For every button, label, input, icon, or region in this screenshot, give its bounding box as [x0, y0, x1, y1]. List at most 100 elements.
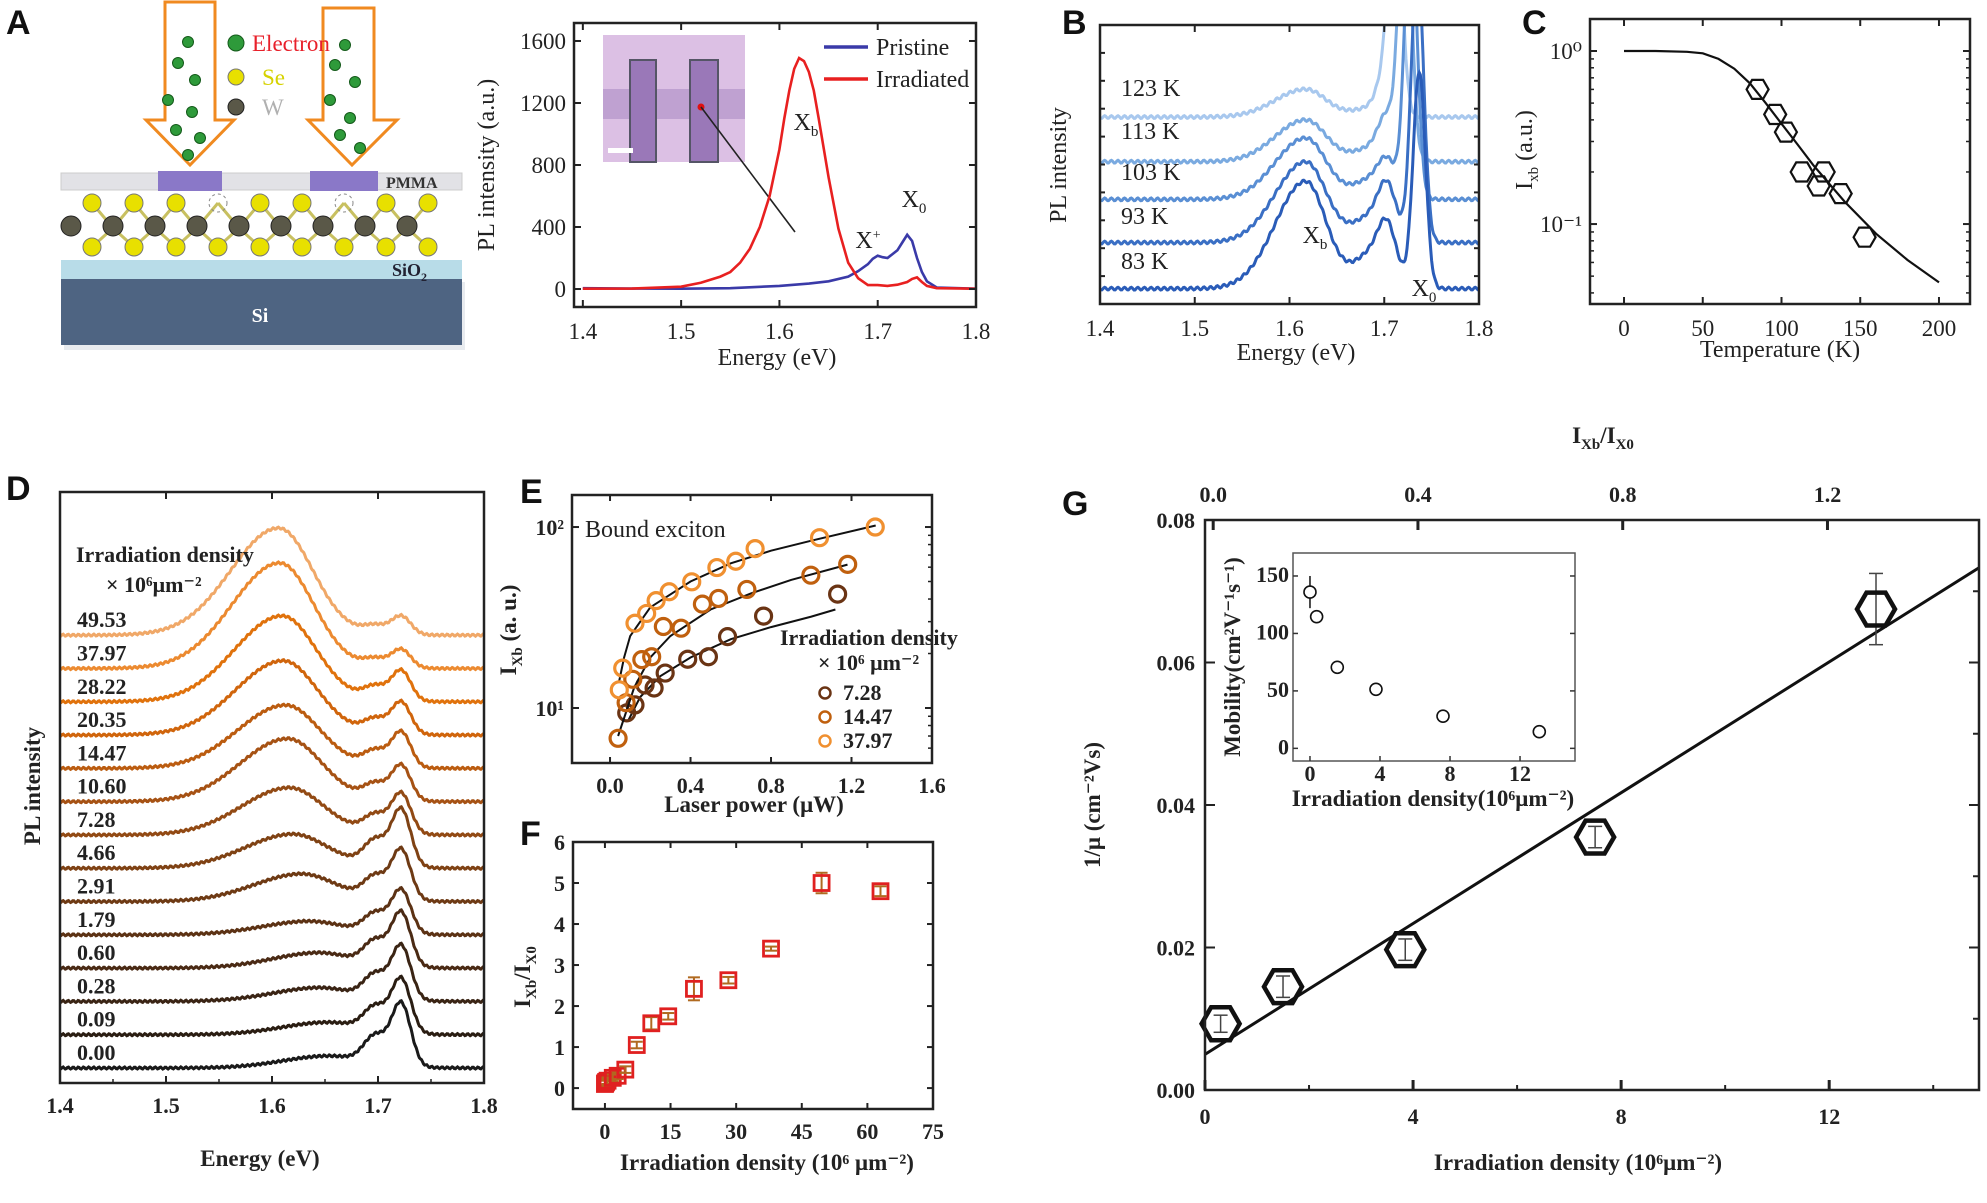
series-line [60, 560, 484, 672]
se-atom [292, 237, 312, 257]
y-tick-label: 6 [554, 830, 565, 855]
label-part: PL intensity (a.u.) [474, 79, 500, 251]
label-part: (a.u.) [1512, 110, 1538, 167]
y-tick-label: 0.02 [1157, 936, 1196, 961]
x-tick-label: 1.4 [568, 319, 597, 344]
x-axis-title: Energy (eV) [718, 345, 837, 371]
plot-frame [570, 493, 934, 765]
electron [334, 129, 346, 141]
legend-se: Se [262, 65, 285, 90]
fit-line [1204, 566, 1980, 1056]
w-atom [186, 215, 208, 237]
data-point [1852, 226, 1877, 248]
x-tick-label: 200 [1922, 316, 1957, 341]
peak-label-xb: Xb [794, 110, 819, 140]
series-label: 28.22 [77, 674, 127, 699]
w-ball-icon [227, 98, 245, 116]
data-point [698, 647, 719, 667]
y-tick-label: 1 [554, 1035, 565, 1060]
exposed-window-right [310, 171, 378, 191]
label-part: PL intensity [20, 726, 45, 845]
series-label: 14.47 [77, 740, 127, 765]
x-tick-label: 1.8 [470, 1093, 498, 1118]
series-label: 0.60 [77, 940, 116, 965]
x-tick-label: 75 [922, 1119, 944, 1144]
x-tick-label: 150 [1843, 316, 1878, 341]
electrode-left [629, 59, 657, 163]
se-atom [418, 193, 438, 213]
se-atom [376, 237, 396, 257]
pointer-arrow [700, 106, 796, 233]
data-point [625, 695, 645, 715]
label-part: Irradiation density(10⁶μm⁻²) [1292, 786, 1574, 811]
y-tick-label: 0.06 [1157, 651, 1196, 676]
data-point [1383, 930, 1427, 969]
data-point [644, 678, 664, 698]
inset-x-tick-label: 0 [1304, 761, 1315, 786]
x-tick-label: 8 [1616, 1104, 1627, 1129]
series-line [60, 736, 484, 805]
peak-label-x0: X0 [1412, 276, 1437, 306]
se-atom [208, 237, 228, 257]
data-point [1828, 183, 1853, 205]
se-vacancy [208, 193, 228, 213]
label-part: (a. u.) [496, 585, 521, 648]
x-tick-label: 100 [1764, 316, 1799, 341]
inset-data-point [1532, 724, 1547, 739]
electron [170, 124, 182, 136]
series-line [60, 999, 484, 1071]
se-atom [166, 193, 186, 213]
y-tick-label: 800 [532, 153, 567, 178]
data-point [659, 582, 679, 602]
x-tick-label: 1.7 [364, 1093, 392, 1118]
y-tick-label: 10² [535, 515, 564, 540]
data-point [1789, 161, 1814, 183]
label-part: Mobility(cm²V⁻¹s⁻¹) [1220, 557, 1245, 757]
electron [354, 142, 366, 154]
data-point [692, 594, 712, 614]
x-axis-title: Irradiation density (10⁶ μm⁻²) [620, 1150, 914, 1175]
data-point [642, 647, 662, 667]
exposed-window-left [158, 171, 222, 191]
label-part: I [496, 666, 521, 675]
top-x-tick-label: 0.0 [1199, 482, 1227, 507]
x-tick-label: 0.0 [596, 773, 624, 798]
series-line [60, 974, 484, 1038]
series-line [1100, 25, 1479, 203]
legend-label: 7.28 [843, 680, 882, 705]
panel-letter-g: G [1062, 485, 1088, 523]
electron [344, 112, 356, 124]
inset-data-point [1309, 609, 1324, 624]
x-tick-label: 1.6 [765, 319, 794, 344]
inset-data-point [1303, 585, 1317, 599]
data-point [1854, 590, 1898, 628]
legend-title: Irradiation density [780, 625, 958, 650]
electron [189, 74, 201, 86]
y-axis-title: 1/μ (cm⁻²Vs) [1080, 742, 1105, 868]
y-tick-label: 1600 [520, 29, 566, 54]
series-label: 123 K [1121, 76, 1181, 102]
series-line-irradiated [582, 56, 976, 290]
y-tick-label: 5 [554, 871, 565, 896]
series-line-pristine [582, 232, 976, 291]
legend-electron: Electron [252, 31, 330, 56]
electron [329, 59, 341, 71]
label-part: Energy (eV) [718, 345, 837, 371]
data-point [609, 680, 629, 700]
x-axis-title: Irradiation density (10⁶μm⁻²) [1434, 1150, 1722, 1175]
y-tick-label: 1200 [520, 91, 566, 116]
chart-a-pl-spectra: Pristine Irradiated 1.4 1.5 1.6 1.7 1.8 0 400 800… [474, 21, 990, 371]
inset-y-tick-label: 50 [1267, 677, 1289, 702]
label-part: xb [1526, 167, 1542, 182]
x-tick-label: 30 [725, 1119, 747, 1144]
panel-letter-d: D [6, 470, 31, 508]
pmma-label: PMMA [386, 175, 438, 192]
data-point [726, 551, 746, 571]
data-point [1811, 161, 1836, 183]
wse2-lattice [60, 193, 438, 257]
legend-w: W [262, 95, 284, 120]
inset-y-tick-label: 100 [1256, 619, 1289, 644]
